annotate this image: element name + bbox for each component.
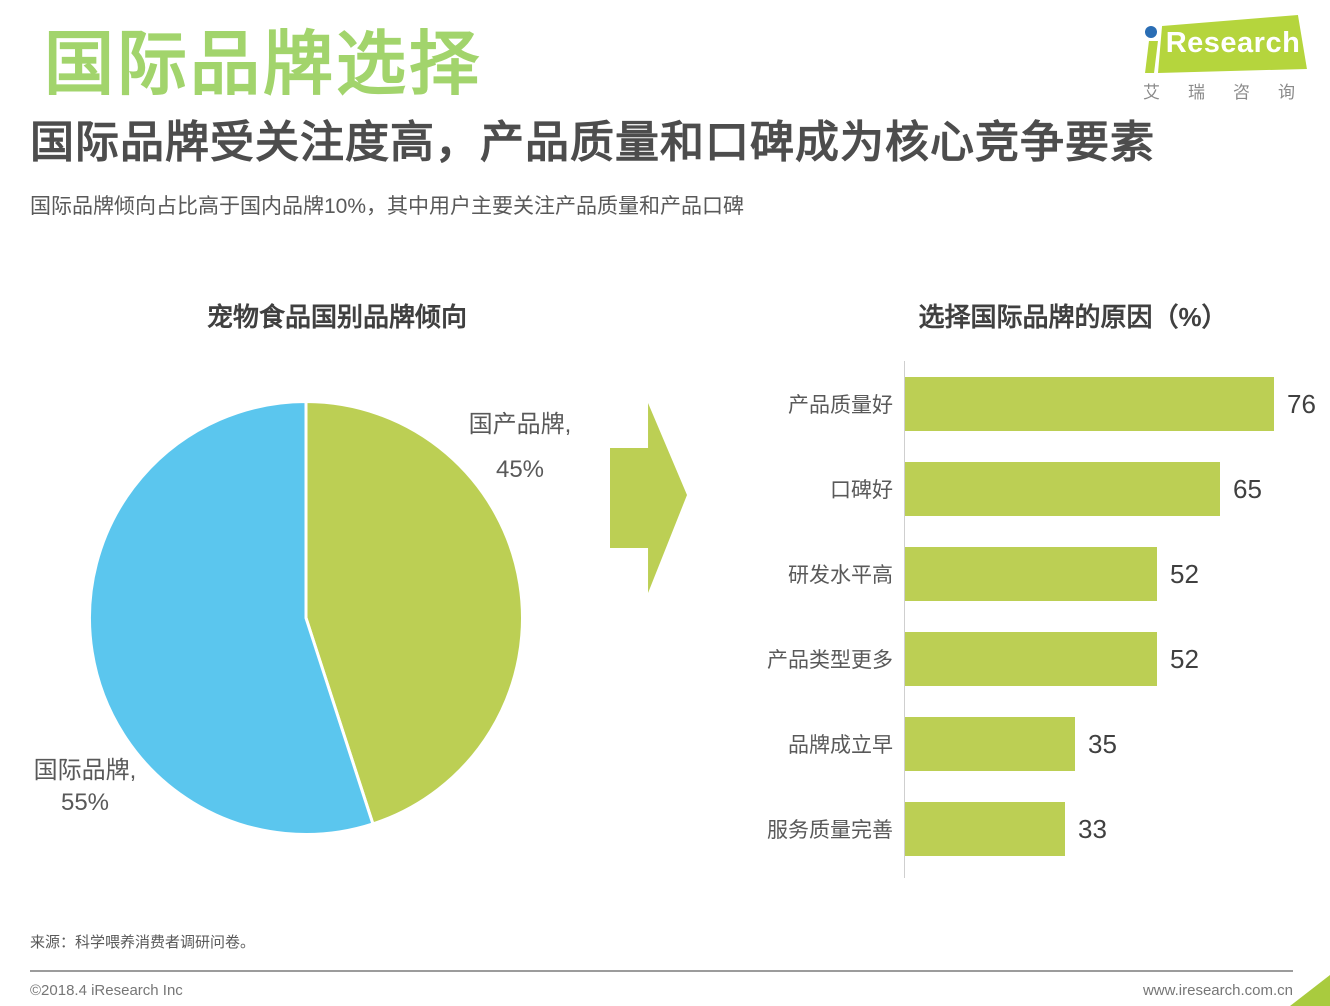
bar-产品类型更多 bbox=[905, 632, 1157, 686]
pie-label-international: 国际品牌, 55% bbox=[0, 755, 170, 819]
bar-value-label: 35 bbox=[1088, 729, 1117, 759]
bar-研发水平高 bbox=[905, 547, 1157, 601]
bar-value-label: 52 bbox=[1170, 559, 1199, 589]
bar-category-label: 品牌成立早 bbox=[788, 734, 893, 757]
bar-chart-axis bbox=[904, 361, 905, 878]
bar-产品质量好 bbox=[905, 377, 1274, 431]
website-text: www.iresearch.com.cn bbox=[1142, 982, 1293, 999]
logo-chinese-char: 瑞 bbox=[1188, 83, 1205, 102]
logo-i-dot-icon bbox=[1145, 26, 1157, 38]
bar-口碑好 bbox=[905, 462, 1220, 516]
source-note: 来源：科学喂养消费者调研问卷。 bbox=[30, 934, 256, 951]
pie-chart bbox=[87, 400, 524, 836]
page-title: 国际品牌选择 bbox=[44, 25, 482, 103]
pie-label-domestic-name: 国产品牌, bbox=[468, 411, 572, 438]
bar-品牌成立早 bbox=[905, 717, 1075, 771]
iresearch-logo: Research 艾 瑞 咨 询 bbox=[1138, 12, 1316, 104]
pie-slice-国产品牌 bbox=[304, 400, 524, 826]
logo-brand-text: Research bbox=[1165, 26, 1301, 59]
bar-category-label: 口碑好 bbox=[830, 479, 893, 502]
bar-value-label: 33 bbox=[1078, 814, 1107, 844]
slide-description: 国际品牌倾向占比高于国内品牌10%，其中用户主要关注产品质量和产品口碑 bbox=[30, 195, 745, 218]
bar-value-label: 52 bbox=[1170, 644, 1199, 674]
pie-label-international-value: 55% bbox=[60, 789, 110, 816]
pie-label-international-name: 国际品牌, bbox=[33, 757, 137, 784]
bar-category-label: 服务质量完善 bbox=[767, 819, 893, 842]
logo-chinese-char: 咨 bbox=[1233, 83, 1250, 102]
bar-category-label: 产品类型更多 bbox=[767, 649, 893, 672]
bar-chart-title: 选择国际品牌的原因（%） bbox=[918, 302, 1228, 332]
bar-category-label: 研发水平高 bbox=[788, 564, 893, 587]
logo-flag: Research bbox=[1158, 15, 1307, 73]
pie-chart-title: 宠物食品国别品牌倾向 bbox=[206, 302, 467, 332]
pie-label-domestic-value: 45% bbox=[495, 456, 545, 483]
pie-label-domestic: 国产品牌, 45% bbox=[420, 402, 620, 492]
logo-chinese-char: 询 bbox=[1278, 83, 1295, 102]
bar-category-label: 产品质量好 bbox=[788, 394, 893, 417]
footer-divider bbox=[30, 970, 1293, 972]
bar-value-label: 65 bbox=[1233, 474, 1262, 504]
bar-value-label: 76 bbox=[1287, 389, 1316, 419]
logo-chinese-text: 艾瑞咨询 bbox=[1143, 78, 1295, 103]
bar-服务质量完善 bbox=[905, 802, 1065, 856]
logo-chinese-char: 艾 bbox=[1143, 83, 1160, 102]
pie-slice-国际品牌 bbox=[87, 400, 375, 836]
slide-headline: 国际品牌受关注度高，产品质量和口碑成为核心竞争要素 bbox=[30, 118, 1155, 167]
copyright-text: ©2018.4 iResearch Inc bbox=[30, 982, 183, 999]
